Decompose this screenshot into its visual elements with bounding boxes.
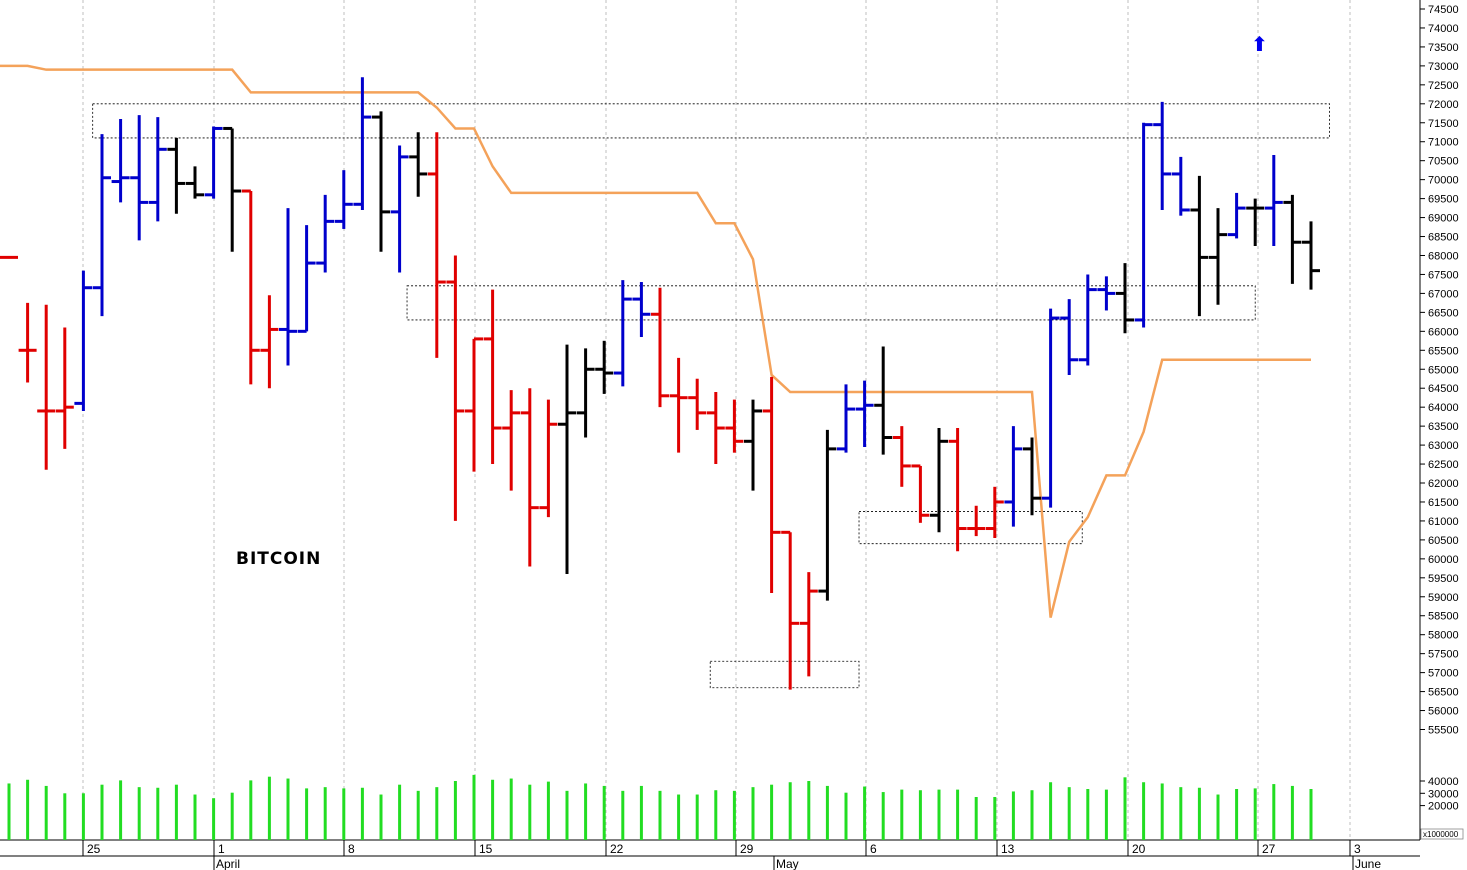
month-label: April — [216, 857, 240, 870]
up-arrow-icon: ⬆ — [1251, 32, 1268, 56]
volume-tick-label: 40000 — [1428, 776, 1459, 788]
y-tick-label: 60000 — [1428, 554, 1459, 566]
price-zone-box — [92, 103, 1331, 139]
y-tick-label: 69000 — [1428, 213, 1459, 225]
y-tick-label: 68500 — [1428, 232, 1459, 244]
y-tick-label: 59000 — [1428, 592, 1459, 604]
month-label: May — [776, 857, 799, 870]
y-tick-label: 65500 — [1428, 345, 1459, 357]
y-tick-label: 61000 — [1428, 516, 1459, 528]
x-tick-label: 8 — [348, 842, 355, 856]
y-tick-label: 60500 — [1428, 535, 1459, 547]
volume-unit-box — [1420, 828, 1464, 840]
y-tick-label: 62000 — [1428, 478, 1459, 490]
price-zone-box — [709, 660, 860, 689]
y-tick-label: 57500 — [1428, 649, 1459, 661]
price-zone-box — [406, 285, 1256, 321]
y-tick-label: 68000 — [1428, 250, 1459, 262]
y-tick-label: 56000 — [1428, 706, 1459, 718]
volume-tick-label: 30000 — [1428, 788, 1459, 800]
x-tick-label: 27 — [1262, 842, 1276, 856]
y-tick-label: 57000 — [1428, 668, 1459, 680]
y-tick-label: 67000 — [1428, 288, 1459, 300]
y-tick-label: 66000 — [1428, 326, 1459, 338]
x-tick-label: 20 — [1132, 842, 1146, 856]
y-tick-label: 69500 — [1428, 194, 1459, 206]
y-tick-label: 56500 — [1428, 687, 1459, 699]
y-tick-label: 58500 — [1428, 611, 1459, 623]
x-tick-label: 29 — [740, 842, 754, 856]
y-tick-label: 63500 — [1428, 421, 1459, 433]
y-tick-label: 72000 — [1428, 99, 1459, 111]
y-tick-label: 63000 — [1428, 440, 1459, 452]
trailing-stop-line — [0, 64, 1311, 618]
x-tick-label: 1 — [218, 842, 225, 856]
volume-tick-label: 20000 — [1428, 801, 1459, 813]
x-tick-label: 22 — [610, 842, 624, 856]
y-tick-label: 71500 — [1428, 118, 1459, 130]
y-tick-label: 55500 — [1428, 725, 1459, 737]
y-tick-label: 70500 — [1428, 156, 1459, 168]
y-tick-label: 67500 — [1428, 269, 1459, 281]
x-tick-label: 3 — [1354, 842, 1361, 856]
y-tick-label: 73500 — [1428, 42, 1459, 54]
y-tick-label: 70000 — [1428, 175, 1459, 187]
month-label: June — [1355, 857, 1381, 870]
chart-title: BITCOIN — [236, 549, 322, 569]
y-tick-label: 66500 — [1428, 307, 1459, 319]
y-tick-label: 64000 — [1428, 402, 1459, 414]
x-tick-label: 15 — [479, 842, 493, 856]
y-tick-label: 65000 — [1428, 364, 1459, 376]
x-tick-label: 13 — [1001, 842, 1015, 856]
volume-unit-label: x1000000 — [1423, 830, 1459, 839]
y-tick-label: 62500 — [1428, 459, 1459, 471]
y-tick-label: 64500 — [1428, 383, 1459, 395]
x-tick-label: 6 — [870, 842, 877, 856]
y-tick-label: 73000 — [1428, 61, 1459, 73]
y-tick-label: 58000 — [1428, 630, 1459, 642]
y-tick-label: 61500 — [1428, 497, 1459, 509]
y-tick-label: 72500 — [1428, 80, 1459, 92]
y-tick-label: 71000 — [1428, 137, 1459, 149]
y-tick-label: 74500 — [1428, 4, 1459, 16]
y-tick-label: 74000 — [1428, 23, 1459, 35]
x-tick-label: 25 — [87, 842, 101, 856]
y-tick-label: 59500 — [1428, 573, 1459, 585]
